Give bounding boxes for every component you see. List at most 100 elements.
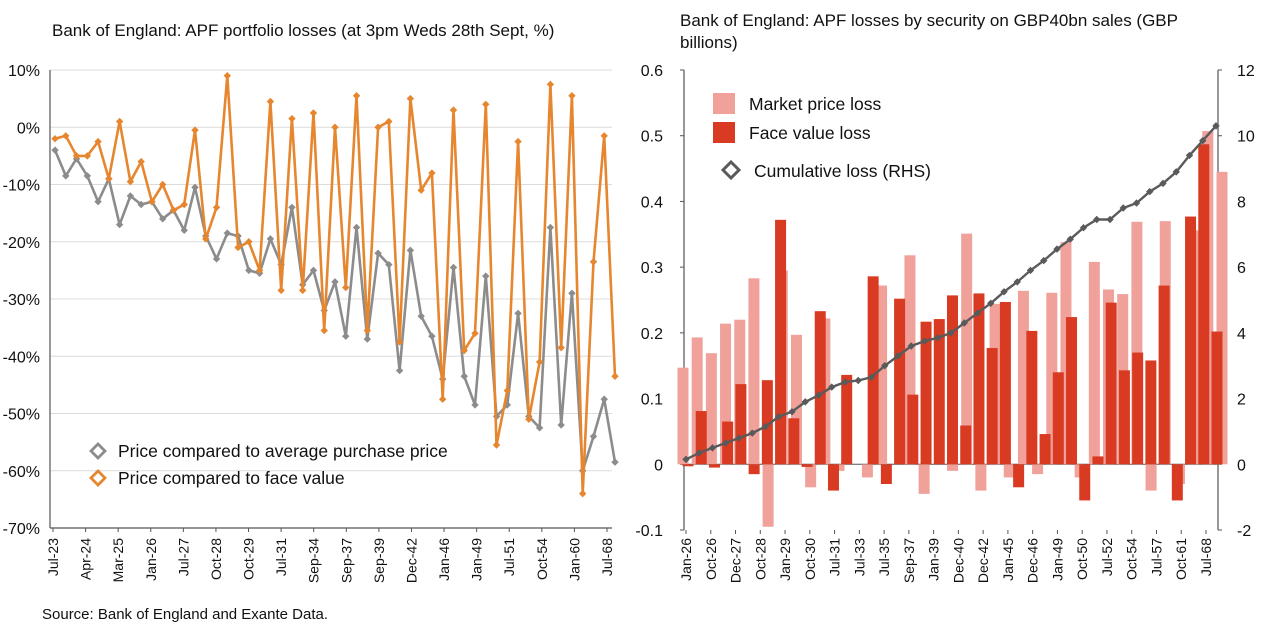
purchase-price-point <box>126 192 135 200</box>
purchase-price-point <box>406 246 415 255</box>
face-value-point <box>180 200 188 209</box>
market-price-loss-bar <box>677 367 689 465</box>
face-value-loss-bar <box>880 464 892 484</box>
market-price-loss-bar <box>1216 171 1228 465</box>
purchase-price-point <box>83 172 92 180</box>
cumulative-loss-point <box>761 422 770 431</box>
face-value-loss-bar <box>1211 331 1223 465</box>
face-value-point <box>514 137 522 146</box>
x-tick-label: Dec-42 <box>403 538 419 583</box>
face-value-point <box>158 180 167 189</box>
y-tick-label: -20% <box>3 235 40 252</box>
x-tick-label: Jan-39 <box>926 538 942 581</box>
face-value-point <box>94 137 102 146</box>
x-tick-label: Oct-50 <box>1074 538 1090 580</box>
purchase-price-point <box>428 332 436 340</box>
face-value-point <box>546 80 555 89</box>
face-value-point <box>105 175 113 183</box>
face-value-loss-bar <box>973 293 985 465</box>
face-value-loss-bar <box>933 319 945 465</box>
market-price-loss-bar <box>1060 242 1072 465</box>
market-price-loss-bar <box>975 464 987 491</box>
purchase-price-point <box>212 255 221 263</box>
purchase-price-point <box>94 197 102 206</box>
x-tick-label: Sep-39 <box>371 538 387 583</box>
face-value-point <box>557 343 565 352</box>
cumulative-loss-point <box>801 398 809 406</box>
face-value-point <box>406 94 415 103</box>
cumulative-loss-point <box>1079 224 1088 232</box>
x-tick-label: Sep-37 <box>338 538 354 583</box>
market-price-loss-bar <box>762 464 774 527</box>
face-value-point <box>51 134 59 143</box>
x-tick-label: Sep-37 <box>901 538 917 583</box>
face-value-point <box>245 238 253 246</box>
y2-tick-label: -2 <box>1237 523 1251 540</box>
y-tick-label: 0.2 <box>641 326 663 343</box>
cumulative-loss-point <box>1106 215 1114 224</box>
x-tick-label: Jul-35 <box>876 538 892 576</box>
purchase-price-point <box>137 200 145 209</box>
face-value-point <box>115 117 124 126</box>
cumulative-loss-point <box>1172 168 1180 176</box>
face-value-point <box>374 123 382 131</box>
face-value-loss-bar <box>1198 144 1210 465</box>
x-tick-label: Oct-29 <box>241 538 257 580</box>
cumulative-loss-point <box>867 373 876 381</box>
purchase-price-point <box>180 226 188 235</box>
face-value-point <box>471 329 479 338</box>
face-value-loss-bar <box>867 276 879 465</box>
face-value-loss-bar <box>1026 330 1038 465</box>
face-value-point <box>331 123 339 131</box>
x-tick-label: Mar-25 <box>110 538 126 583</box>
market-price-loss-bar <box>904 255 916 465</box>
legend-marker-icon <box>89 469 107 487</box>
x-tick-label: Jul-31 <box>827 538 843 576</box>
x-tick-label: Dec-46 <box>1025 538 1041 583</box>
purchase-price-point <box>245 266 253 275</box>
face-value-point <box>417 186 425 194</box>
face-value-loss-bar <box>682 464 694 467</box>
legend-marker-icon <box>89 442 107 460</box>
face-value-point <box>169 206 178 214</box>
market-price-loss-bar <box>1131 221 1143 465</box>
cumulative-loss-point <box>828 383 836 391</box>
purchase-price-point <box>611 458 619 466</box>
face-value-point <box>385 117 393 126</box>
cumulative-loss-point <box>1053 245 1061 253</box>
face-value-loss-bar <box>986 347 998 465</box>
face-value-loss-bar <box>907 394 919 465</box>
x-tick-label: Oct-54 <box>534 538 550 580</box>
cumulative-loss-point <box>841 378 849 386</box>
face-value-point <box>482 100 490 109</box>
legend-label: Price compared to average purchase price <box>118 441 448 461</box>
purchase-price-point <box>363 335 372 343</box>
face-value-point <box>298 286 307 295</box>
purchase-price-point <box>115 220 124 229</box>
legend-marker-icon <box>720 159 742 181</box>
purchase-price-point <box>385 260 393 269</box>
face-value-loss-bar <box>1118 370 1130 465</box>
face-value-loss-bar <box>827 464 839 491</box>
market-price-loss-bar <box>805 464 817 488</box>
market-price-loss-bar <box>947 464 958 471</box>
purchase-price-point <box>309 266 318 275</box>
face-value-loss-bar <box>814 311 826 465</box>
market-price-loss-bar <box>705 353 717 465</box>
y-tick-label: 0.3 <box>641 260 663 277</box>
x-tick-label: Oct-26 <box>703 538 719 580</box>
face-value-point <box>589 258 598 266</box>
cumulative-loss-point <box>1212 122 1220 130</box>
face-value-loss-bar <box>894 298 906 465</box>
purchase-price-point <box>62 172 70 180</box>
face-value-loss-bar <box>695 411 707 465</box>
x-tick-label: Jul-68 <box>1198 538 1214 576</box>
face-value-point <box>438 395 447 403</box>
face-value-point <box>320 326 328 335</box>
right-bar-chart: 0.6 0.5 0.4 0.3 0.2 0.1 0 -0.1 12 10 8 6 4 2 0 -2 Jan-26… <box>635 63 1254 583</box>
face-value-loss-bar <box>775 219 787 465</box>
legend-swatch-market-price <box>713 93 735 114</box>
purchase-price-point <box>449 263 458 272</box>
source-note: Source: Bank of England and Exante Data. <box>42 606 329 623</box>
purchase-price-point <box>223 229 232 237</box>
